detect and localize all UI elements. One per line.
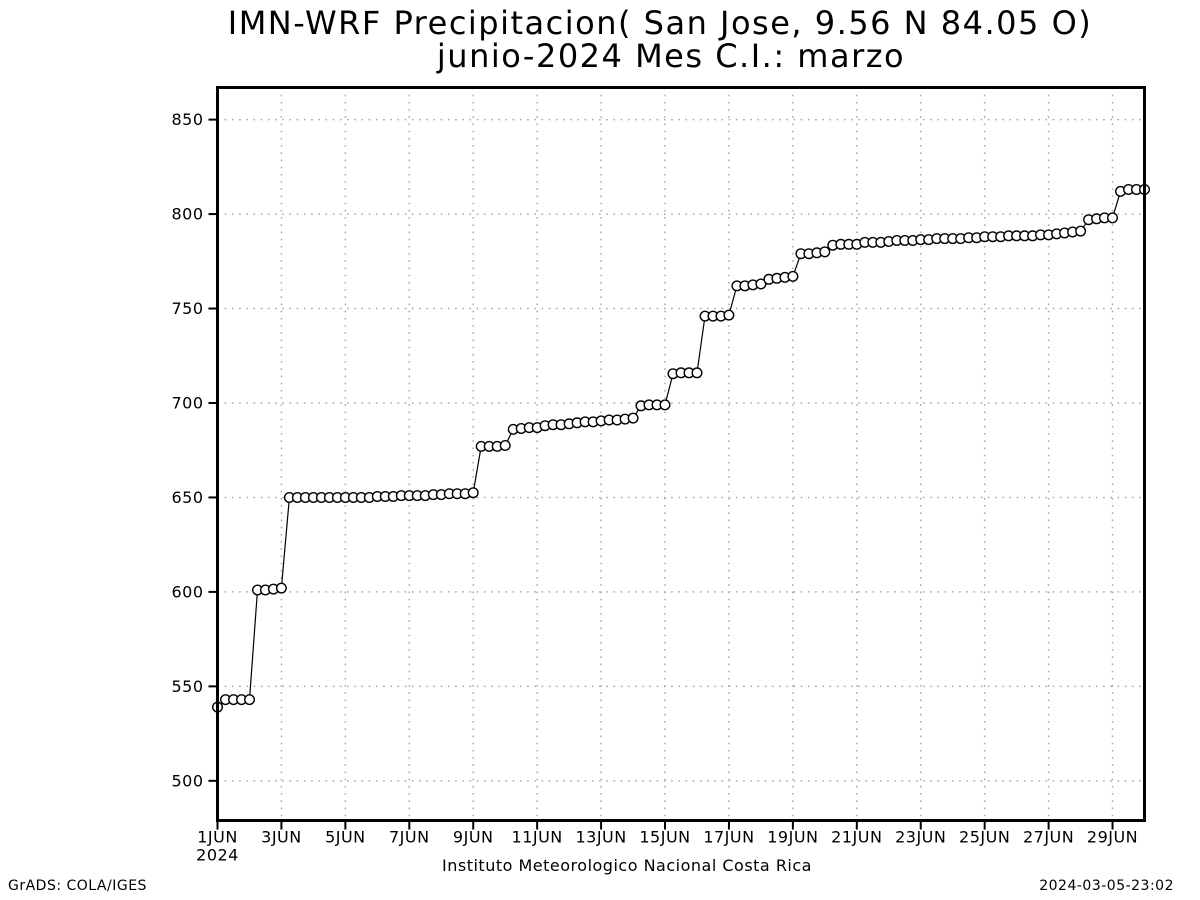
y-tick-label: 800 xyxy=(171,205,203,224)
data-point-marker xyxy=(467,487,479,499)
y-axis-labels: 500 550 600 650 700 750 800 850 xyxy=(171,110,203,790)
x-tick-label: 19JUN xyxy=(767,828,818,847)
x-tick-label: 3JUN xyxy=(261,828,302,847)
data-point-marker xyxy=(243,694,255,706)
data-point-marker xyxy=(723,309,735,321)
plot-frame xyxy=(216,86,1146,822)
y-tick-label: 600 xyxy=(171,582,203,601)
data-point-marker xyxy=(275,582,287,594)
grads-credit-label: GrADS: COLA/IGES xyxy=(8,878,147,894)
x-tick-label: 25JUN xyxy=(959,828,1010,847)
data-line xyxy=(217,188,1145,708)
x-tick-label: 21JUN xyxy=(831,828,882,847)
x-axis-year-label: 2024 xyxy=(196,846,239,865)
data-point-marker xyxy=(691,367,703,379)
data-point-marker xyxy=(1106,212,1118,224)
data-point-marker xyxy=(1075,225,1087,237)
y-tick-label: 850 xyxy=(171,110,203,129)
x-tick-label: 27JUN xyxy=(1023,828,1074,847)
x-axis-labels: 1JUN 3JUN 5JUN 7JUN 9JUN 11JUN 13JUN 15JUN 17JUN… xyxy=(197,828,1138,847)
x-tick-label: 29JUN xyxy=(1087,828,1138,847)
institution-caption: Instituto Meteorologico Nacional Costa R… xyxy=(442,856,812,875)
timestamp-label: 2024-03-05-23:02 xyxy=(1039,878,1174,894)
data-point-marker xyxy=(787,270,799,282)
x-tick-label: 1JUN xyxy=(197,828,238,847)
x-tick-label: 15JUN xyxy=(639,828,690,847)
data-point-marker xyxy=(627,412,639,424)
x-tick-label: 7JUN xyxy=(389,828,430,847)
chart-subtitle: junio-2024 Mes C.I.: marzo xyxy=(436,37,905,75)
y-tick-label: 500 xyxy=(171,771,203,790)
y-tick-label: 750 xyxy=(171,299,203,318)
data-point-marker xyxy=(819,246,831,258)
x-tick-label: 11JUN xyxy=(512,828,563,847)
data-point-marker xyxy=(659,399,671,411)
x-tick-label: 17JUN xyxy=(703,828,754,847)
plot-border xyxy=(216,86,1146,822)
data-point-marker xyxy=(499,440,511,452)
chart-title: IMN-WRF Precipitacion( San Jose, 9.56 N … xyxy=(228,4,1092,42)
y-tick-label: 550 xyxy=(171,677,203,696)
x-tick-label: 23JUN xyxy=(895,828,946,847)
x-tick-label: 5JUN xyxy=(325,828,366,847)
y-tick-label: 700 xyxy=(171,393,203,412)
data-point-marker xyxy=(755,278,767,290)
x-tick-label: 9JUN xyxy=(453,828,494,847)
axis-ticks xyxy=(208,118,1114,830)
y-tick-label: 650 xyxy=(171,488,203,507)
gridlines xyxy=(217,87,1145,821)
x-tick-label: 13JUN xyxy=(575,828,626,847)
data-series xyxy=(211,183,1150,713)
